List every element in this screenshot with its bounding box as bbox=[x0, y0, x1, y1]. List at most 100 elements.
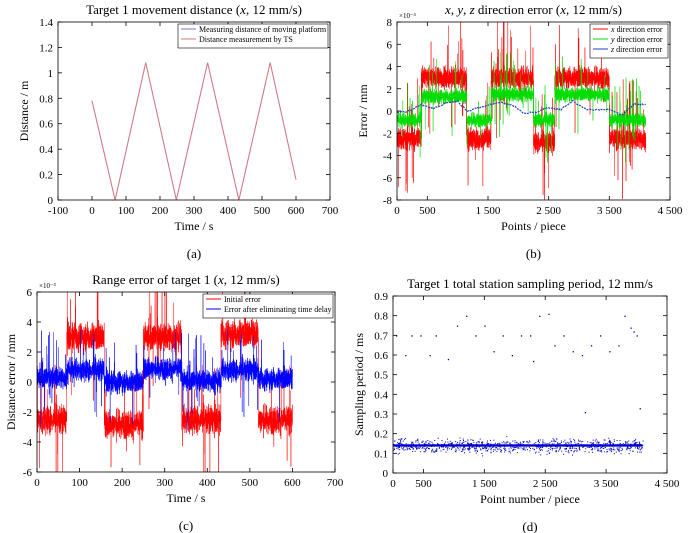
scatter-point bbox=[469, 446, 470, 448]
scatter-point bbox=[469, 448, 470, 450]
scatter-point bbox=[459, 444, 460, 446]
scatter-point bbox=[418, 444, 420, 446]
scatter-point bbox=[601, 451, 603, 453]
scatter-point bbox=[639, 451, 641, 453]
scatter-point bbox=[476, 442, 478, 444]
scatter-point bbox=[423, 444, 425, 446]
x-tick-label: 600 bbox=[288, 205, 305, 217]
scatter-point bbox=[493, 443, 495, 445]
scatter-point bbox=[635, 438, 637, 440]
scatter-point bbox=[519, 441, 521, 443]
scatter-point bbox=[591, 446, 593, 448]
scatter-point bbox=[482, 455, 484, 457]
scatter-point bbox=[496, 445, 498, 447]
scatter-point bbox=[573, 451, 575, 453]
scatter-point bbox=[551, 440, 552, 442]
scatter-point bbox=[628, 440, 630, 442]
scatter-point bbox=[398, 439, 400, 441]
scatter-point bbox=[474, 450, 476, 452]
scatter-point bbox=[552, 444, 554, 446]
scatter-point bbox=[570, 446, 572, 448]
scatter-point bbox=[566, 446, 568, 448]
scatter-point bbox=[495, 442, 496, 444]
plot-area bbox=[91, 62, 297, 200]
x-tick-label: 3 500 bbox=[597, 205, 622, 217]
scatter-point bbox=[629, 450, 631, 452]
scatter-point bbox=[626, 447, 628, 449]
scatter-point bbox=[503, 444, 505, 446]
scatter-point bbox=[598, 444, 600, 446]
scatter-point bbox=[470, 443, 471, 445]
scatter-point bbox=[411, 446, 413, 448]
scatter-point bbox=[540, 454, 542, 456]
scatter-point bbox=[608, 441, 610, 442]
scatter-point bbox=[536, 447, 538, 449]
scatter-point bbox=[451, 444, 453, 446]
scatter-point bbox=[504, 448, 506, 449]
scatter-point bbox=[637, 451, 638, 453]
scatter-point bbox=[482, 444, 484, 446]
scatter-point bbox=[446, 447, 448, 449]
scatter-point bbox=[429, 442, 431, 444]
scatter-point bbox=[403, 447, 405, 449]
outlier-point bbox=[584, 412, 587, 414]
scatter-point bbox=[596, 442, 598, 444]
x-tick-label: 500 bbox=[254, 205, 271, 217]
scatter-point bbox=[556, 447, 558, 449]
scatter-point bbox=[603, 445, 605, 447]
scatter-point bbox=[625, 441, 627, 442]
scatter-point bbox=[462, 441, 464, 443]
scatter-point bbox=[499, 443, 501, 445]
scatter-point bbox=[425, 450, 427, 452]
scatter-point bbox=[627, 445, 629, 447]
scatter-point bbox=[542, 442, 544, 444]
scatter-point bbox=[415, 440, 417, 442]
scatter-point bbox=[637, 446, 639, 448]
scatter-point bbox=[571, 450, 573, 452]
scatter-point bbox=[422, 440, 424, 442]
scatter-point bbox=[535, 451, 537, 453]
scatter-point bbox=[565, 448, 567, 450]
scatter-points bbox=[393, 313, 644, 457]
scatter-point bbox=[585, 448, 587, 450]
scatter-point bbox=[404, 438, 406, 440]
y-tick-label: 0 bbox=[27, 377, 33, 389]
scatter-point bbox=[486, 448, 488, 449]
scatter-point bbox=[498, 445, 500, 447]
scatter-point bbox=[484, 446, 486, 448]
scatter-point bbox=[463, 449, 465, 451]
scatter-point bbox=[463, 440, 464, 441]
scatter-point bbox=[442, 446, 444, 448]
panel-c-range-error: 0 100 200 300 400 500 600 700 -6 -4 -2 0 2 4 6 ×10⁻³ Ran… bbox=[4, 272, 344, 533]
scatter-point bbox=[617, 443, 619, 445]
scatter-point bbox=[615, 445, 617, 447]
scatter-point bbox=[486, 445, 488, 447]
scatter-point bbox=[605, 443, 607, 445]
scatter-point bbox=[474, 445, 476, 447]
scatter-point bbox=[637, 444, 639, 445]
scatter-point bbox=[582, 440, 584, 442]
scatter-point bbox=[590, 449, 592, 451]
scatter-point bbox=[445, 451, 447, 453]
scatter-point bbox=[475, 445, 477, 446]
scatter-point bbox=[522, 449, 524, 451]
y-tick-label: 4 bbox=[27, 317, 33, 329]
scatter-point bbox=[463, 441, 465, 443]
scatter-point bbox=[423, 446, 425, 448]
scatter-point bbox=[437, 443, 439, 445]
scatter-point bbox=[394, 440, 396, 442]
scatter-point bbox=[551, 449, 553, 451]
scatter-point bbox=[482, 445, 484, 447]
scatter-point bbox=[629, 444, 631, 446]
scatter-point bbox=[604, 439, 606, 441]
scatter-point bbox=[487, 450, 489, 452]
scatter-point bbox=[494, 447, 496, 449]
scatter-point bbox=[570, 445, 572, 447]
scatter-point bbox=[465, 440, 467, 442]
scatter-point bbox=[414, 445, 416, 447]
scatter-point bbox=[411, 441, 413, 443]
scatter-point bbox=[625, 442, 627, 444]
scatter-point bbox=[546, 450, 548, 452]
scatter-point bbox=[556, 445, 558, 447]
scatter-point bbox=[468, 443, 470, 445]
